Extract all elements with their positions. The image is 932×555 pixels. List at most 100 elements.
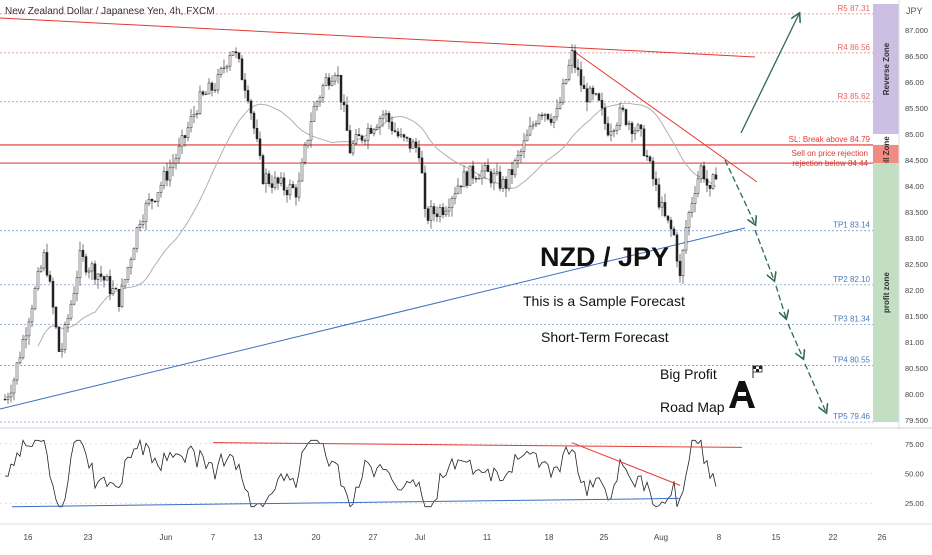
descending-trendline [571,49,758,183]
candle-body [288,184,292,196]
candle-body [705,178,709,186]
time-tick-label: 22 [829,533,838,542]
candle-body [555,108,559,118]
price-tick-label: 84.00 [905,182,924,191]
candle-body [303,144,307,163]
candle-body [405,136,409,139]
candle-body [672,228,676,236]
road-map-annotation: Road Map [660,399,725,415]
level-label: TP1 83.14 [833,221,870,230]
candle-body [702,165,706,180]
candle-body [645,155,649,158]
candle-body [417,147,421,159]
candle-body [456,185,460,194]
checkered-flag-icon [752,365,763,378]
candle-body [438,207,442,217]
candle-body [168,167,172,181]
price-tick-label: 83.500 [905,208,928,217]
zones-layer: Reverse Zone Sell Zone profit zone [873,4,899,423]
candle-body [39,267,43,272]
candle-body [183,135,187,138]
candle-body [300,162,304,182]
candle-body [249,100,253,114]
candle-body [429,206,433,221]
candle-body [105,276,109,281]
trendlines-layer [0,17,758,410]
chart-title: New Zealand Dollar / Japanese Yen, 4h, F… [5,6,215,17]
resistance-trendline [0,17,756,58]
candle-body [630,122,634,135]
candle-body [492,173,496,184]
candle-body [258,138,262,156]
candle-body [384,113,388,116]
time-tick-label: 27 [369,533,378,542]
candle-body [684,227,688,251]
time-tick-label: 13 [254,533,263,542]
price-tick-label: 87.000 [905,26,928,35]
candle-body [507,169,511,189]
candle-body [591,87,595,95]
candle-body [357,134,361,137]
candle-body [378,118,382,128]
candle-body [60,349,64,352]
pair-annotation: NZD / JPY [540,242,669,272]
oscillator-descending [571,442,681,486]
candle-body [435,213,439,217]
level-label: Sell on price rejection [792,149,868,158]
candle-body [687,212,691,228]
candle-body [651,160,655,180]
candle-body [336,74,340,77]
candle-body [36,271,40,289]
candle-body [465,171,469,186]
candle-body [345,104,349,131]
candle-body [633,130,637,135]
candle-body [114,288,118,290]
bearish-forecast-arrow [775,285,786,318]
candle-body [588,87,592,103]
candle-body [93,263,97,280]
short-term-annotation: Short-Term Forecast [541,329,669,345]
candle-body [237,52,241,60]
price-tick-label: 81.00 [905,338,924,347]
time-tick-label: 18 [545,533,554,542]
price-tick-label: 86.500 [905,52,928,61]
bearish-forecast-arrow [724,159,755,224]
candle-body [312,106,316,122]
candle-body [468,165,472,186]
brand-logo-icon [729,381,755,408]
candle-body [90,263,94,272]
candle-body [54,306,58,328]
levels-layer: R5 87.31 R4 86.56 R3 85.62 SL: Break above … [0,4,873,423]
candle-body [243,79,247,91]
candle-body [600,99,604,109]
candle-body [342,101,346,106]
candle-body [513,160,517,176]
candle-body [12,379,16,394]
candle-body [540,114,544,117]
candle-body [27,321,31,337]
zone-label: profit zone [882,272,891,313]
candle-body [489,171,493,184]
time-tick-label: 7 [211,533,216,542]
candle-body [198,91,202,114]
candle-body [81,250,85,257]
oscillator-line [4,438,717,508]
support-trendline [0,227,746,410]
candle-body [51,281,55,308]
candle-body [201,91,205,95]
price-tick-label: 86.00 [905,78,924,87]
candle-body [210,82,214,91]
candle-body [579,69,583,86]
candle-body [531,124,535,127]
candle-body [606,123,610,136]
level-label: TP3 81.34 [833,314,870,323]
time-axis: 16 23 Jun 7 13 20 27 Jul 11 18 25 Aug 8 15 22 26 [0,523,932,542]
candle-body [120,285,124,307]
candle-body [87,270,91,273]
level-label: TP4 80.55 [833,355,870,364]
candle-body [495,171,499,174]
candle-body [6,396,10,400]
candle-body [642,128,646,156]
